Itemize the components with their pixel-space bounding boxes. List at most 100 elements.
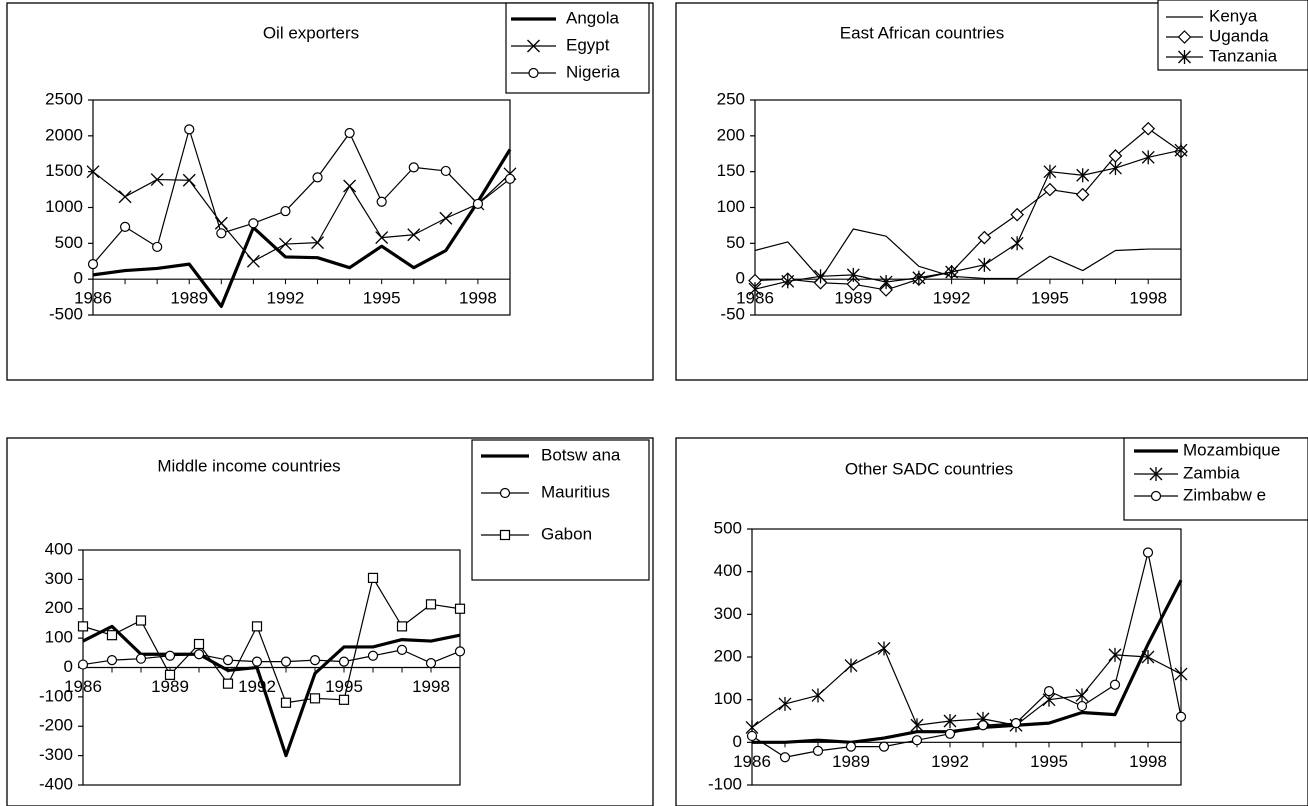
legend-marker [499,529,511,541]
x-tick-label: 1995 [1031,289,1069,308]
data-point [222,678,234,689]
data-point [279,237,292,251]
data-point [119,221,131,232]
data-point [944,728,956,739]
data-point [344,127,355,139]
y-tick-label: 2500 [45,89,83,108]
series-gabon [77,572,466,708]
data-point [878,741,890,752]
data-point [248,218,259,229]
y-tick-label: 0 [733,732,742,751]
legend-label: Mauritius [541,482,610,501]
y-tick-label: 200 [714,646,742,665]
series-line [754,149,1182,290]
data-point [193,638,205,650]
legend-marker [528,67,539,79]
data-point [77,659,89,670]
y-tick-label: 100 [714,689,742,708]
x-tick-label: 1986 [736,289,774,308]
x-tick-label: 1995 [1030,752,1068,771]
series-nigeria [87,124,516,270]
data-point [879,283,893,297]
chart-title: East African countries [840,23,1004,42]
data-point [338,656,350,667]
y-tick-label: 50 [726,233,745,252]
y-tick-label: 250 [717,89,745,108]
data-point [150,173,164,187]
x-tick-label: 1998 [459,289,497,308]
y-tick-label: 0 [64,657,73,676]
x-tick-label: 1989 [832,752,870,771]
data-point [87,259,99,270]
data-point [193,649,205,660]
data-point [106,655,118,666]
x-tick-label: 1992 [267,289,305,308]
data-point [1109,161,1122,176]
x-tick-label: 1986 [733,752,771,771]
data-point [135,615,147,626]
data-point [977,230,992,245]
data-point [1174,143,1188,158]
data-point [1010,236,1024,251]
data-point [343,179,357,193]
y-tick-label: 1500 [45,161,83,180]
data-point [945,265,959,279]
data-point [164,650,176,661]
data-point [977,257,991,272]
legend-label: Mozambique [1183,440,1280,459]
legend-marker [527,39,540,53]
data-point [311,236,324,250]
y-tick-label: -400 [39,774,73,793]
y-tick-label: -200 [39,716,73,735]
data-point [280,205,291,217]
data-point [222,655,234,666]
y-tick-label: 100 [45,628,73,647]
data-point [251,621,263,632]
data-point [1174,667,1188,682]
legend-label: Angola [566,8,619,27]
y-tick-label: 500 [714,518,742,537]
data-point [912,270,926,285]
data-point [504,173,516,184]
data-point [1075,187,1090,202]
data-point [309,693,321,704]
data-point [367,650,379,661]
y-tick-label: -300 [39,745,73,764]
data-point [846,267,860,282]
y-tick-label: 300 [714,604,742,623]
data-point [251,656,263,667]
y-tick-label: 200 [717,125,745,144]
legend-label: Zambia [1183,463,1240,482]
chart-title: Other SADC countries [845,459,1013,478]
data-point [86,165,100,179]
data-point [1175,711,1187,722]
data-point [338,694,350,705]
series-line [92,171,511,262]
chart-title: Middle income countries [157,456,340,475]
data-point [407,228,421,242]
legend: Angola Egypt Nigeria [505,2,650,94]
data-point [280,656,292,667]
data-point [1076,168,1090,183]
legend-label: Egypt [566,35,610,54]
data-point [845,741,857,752]
data-point [367,572,379,584]
x-tick-label: 1992 [933,289,971,308]
x-tick-label: 1992 [238,677,276,696]
x-tick-label: 1998 [1129,752,1167,771]
data-point [812,745,824,756]
y-tick-label: 100 [717,197,745,216]
x-tick-label: 1998 [412,677,450,696]
data-point [118,190,132,204]
x-tick-label: 1995 [325,677,363,696]
legend-label: Zimbabw e [1183,485,1266,504]
data-point [910,718,924,733]
chart-panel-1: Oil exporters -500 0 500 1000 1500 2000 2500 198… [6,2,654,381]
series-mauritius [77,644,466,670]
data-point [152,241,163,253]
x-tick-label: 1986 [64,677,102,696]
series-line [92,148,512,308]
series-angola [92,148,512,308]
